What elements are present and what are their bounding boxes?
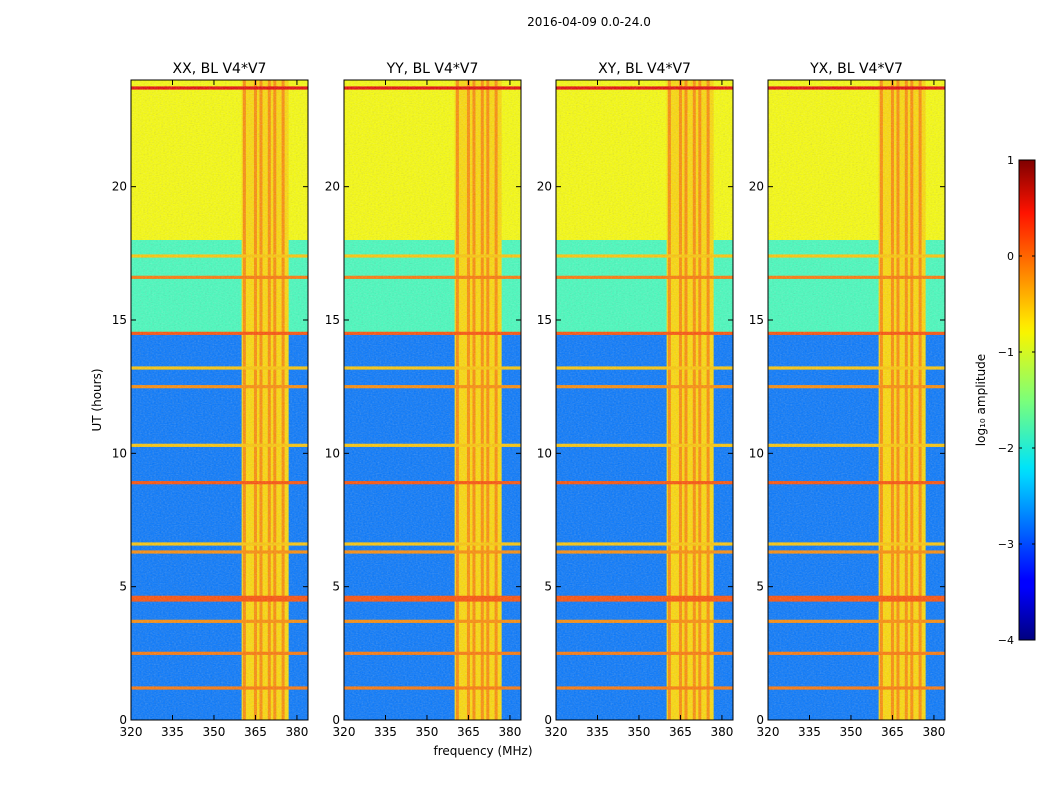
x-tick-label: 350 xyxy=(840,725,863,739)
y-tick-label: 5 xyxy=(756,580,764,594)
y-tick-label: 10 xyxy=(537,446,552,460)
noise-texture xyxy=(556,80,733,720)
y-tick-label: 0 xyxy=(119,713,127,727)
panel-title: XX, BL V4*V7 xyxy=(173,61,267,77)
x-tick-label: 335 xyxy=(798,725,821,739)
panel-frame xyxy=(343,79,522,721)
y-tick-label: 15 xyxy=(749,313,764,327)
x-tick-label: 320 xyxy=(757,725,780,739)
y-tick-label: 15 xyxy=(112,313,127,327)
spectrogram-panel-xx: XX, BL V4*V7 320 335 350 365 380 0 5 10 15 20 xyxy=(112,61,309,739)
heatmap-body xyxy=(556,80,733,720)
noise-texture xyxy=(131,80,308,720)
x-tick-label: 365 xyxy=(457,725,480,739)
heatmap-body xyxy=(344,80,521,720)
y-tick-label: 5 xyxy=(119,580,127,594)
x-tick-label: 350 xyxy=(628,725,651,739)
spectrogram-panel-yx: YX, BL V4*V7 320 335 350 365 380 0 5 10 15 20 xyxy=(749,61,946,739)
colorbar-tick-label: −3 xyxy=(998,538,1014,551)
x-tick-label: 350 xyxy=(203,725,226,739)
y-tick-label: 10 xyxy=(325,446,340,460)
colorbar: log₁₀ amplitude 1 0 −1 −2 −3 −4 xyxy=(974,154,1036,647)
panel-title: YY, BL V4*V7 xyxy=(386,61,479,77)
x-tick-label: 335 xyxy=(374,725,397,739)
x-tick-label: 380 xyxy=(922,725,945,739)
x-tick-label: 350 xyxy=(416,725,439,739)
x-tick-label: 365 xyxy=(669,725,692,739)
y-tick-label: 5 xyxy=(544,580,552,594)
x-tick-label: 380 xyxy=(498,725,521,739)
y-tick-label: 0 xyxy=(332,713,340,727)
x-tick-label: 380 xyxy=(285,725,308,739)
heatmap-body xyxy=(131,80,308,720)
y-tick-label: 0 xyxy=(756,713,764,727)
y-tick-label: 15 xyxy=(537,313,552,327)
panel-frame xyxy=(130,79,309,721)
heatmap-body xyxy=(768,80,945,720)
panel-title: YX, BL V4*V7 xyxy=(809,61,903,77)
panel-title: XY, BL V4*V7 xyxy=(598,61,691,77)
y-tick-label: 0 xyxy=(544,713,552,727)
y-tick-label: 20 xyxy=(325,180,340,194)
y-tick-label: 10 xyxy=(112,446,127,460)
colorbar-label: log₁₀ amplitude xyxy=(974,354,988,446)
x-tick-label: 365 xyxy=(881,725,904,739)
y-tick-label: 20 xyxy=(749,180,764,194)
figure-suptitle: 2016-04-09 0.0-24.0 xyxy=(527,15,651,29)
colorbar-tick-label: −4 xyxy=(998,634,1014,647)
colorbar-tick-label: −2 xyxy=(998,442,1014,455)
x-tick-label: 380 xyxy=(710,725,733,739)
x-tick-label: 365 xyxy=(244,725,267,739)
y-tick-label: 5 xyxy=(332,580,340,594)
panel-frame xyxy=(767,79,946,721)
y-tick-label: 20 xyxy=(537,180,552,194)
x-tick-label: 335 xyxy=(586,725,609,739)
colorbar-tick-label: −1 xyxy=(998,346,1014,359)
y-tick-label: 10 xyxy=(749,446,764,460)
x-tick-label: 320 xyxy=(120,725,143,739)
panel-frame xyxy=(555,79,734,721)
x-axis-label: frequency (MHz) xyxy=(433,744,532,758)
spectrogram-panel-yy: YY, BL V4*V7 320 335 350 365 380 0 5 10 15 20 xyxy=(325,61,522,739)
x-tick-label: 320 xyxy=(545,725,568,739)
colorbar-tick-label: 1 xyxy=(1007,154,1014,167)
colorbar-tick-label: 0 xyxy=(1007,250,1014,263)
spectrogram-panel-xy: XY, BL V4*V7 320 335 350 365 380 0 5 10 15 20 xyxy=(537,61,734,739)
x-tick-label: 320 xyxy=(333,725,356,739)
y-tick-label: 20 xyxy=(112,180,127,194)
y-axis-label: UT (hours) xyxy=(90,368,104,431)
y-tick-label: 15 xyxy=(325,313,340,327)
x-tick-label: 335 xyxy=(161,725,184,739)
colorbar-gradient xyxy=(1018,159,1036,641)
noise-texture xyxy=(344,80,521,720)
noise-texture xyxy=(768,80,945,720)
